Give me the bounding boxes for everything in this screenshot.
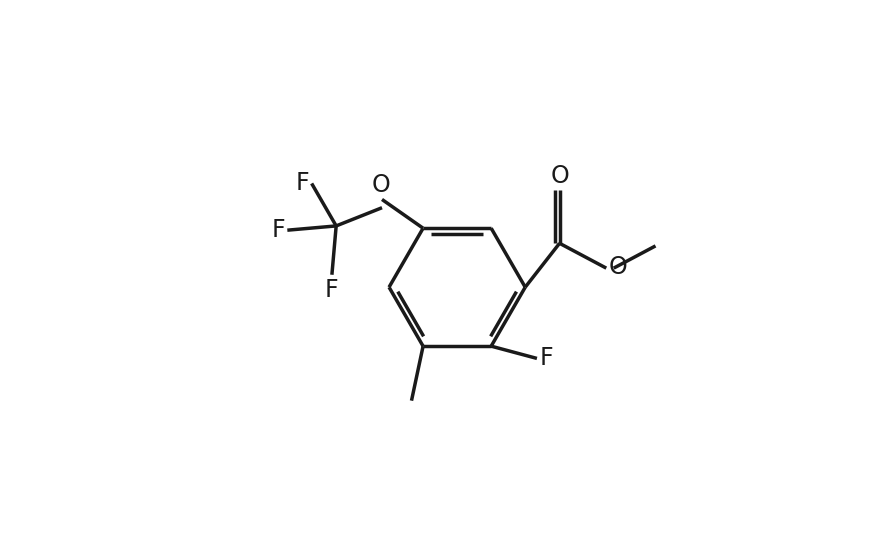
Text: O: O	[550, 165, 569, 188]
Text: F: F	[325, 278, 339, 302]
Text: O: O	[372, 173, 390, 197]
Text: F: F	[271, 218, 285, 242]
Text: F: F	[296, 172, 309, 196]
Text: O: O	[608, 255, 627, 279]
Text: F: F	[539, 346, 553, 370]
